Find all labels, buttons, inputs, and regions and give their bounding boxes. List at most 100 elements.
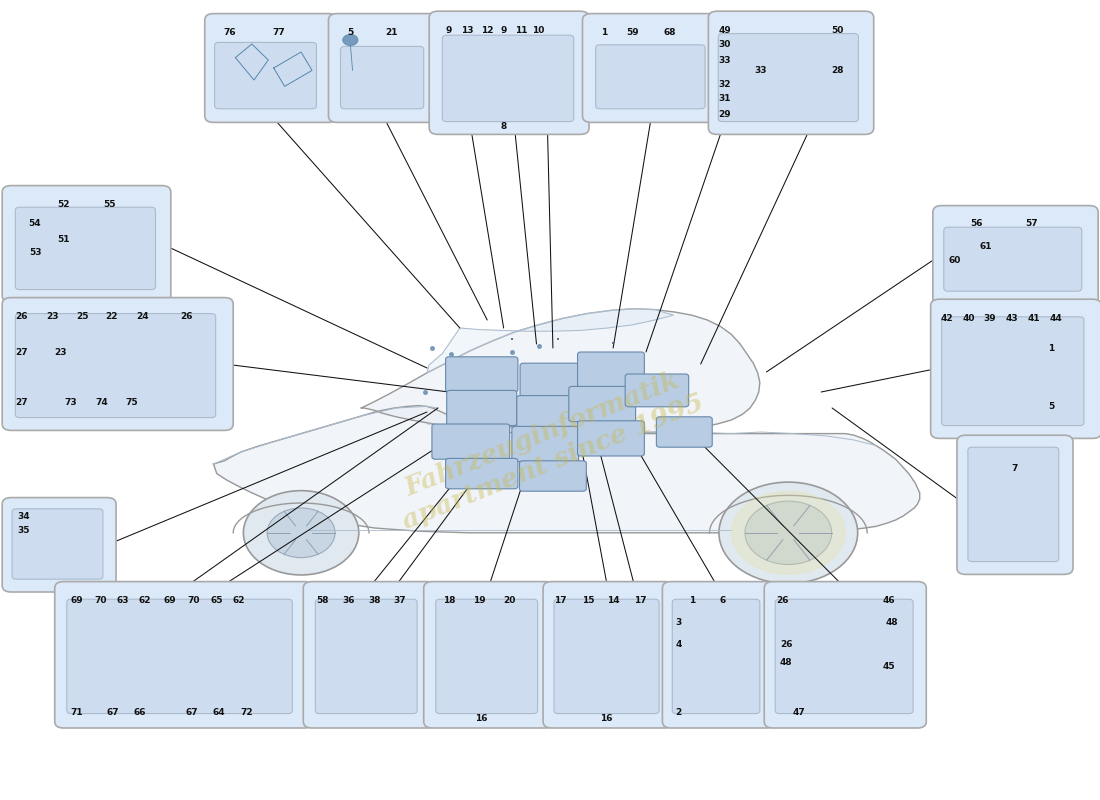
Text: 33: 33 <box>718 56 732 65</box>
Text: 62: 62 <box>139 596 151 605</box>
Text: 69: 69 <box>164 596 176 605</box>
Text: •: • <box>557 338 560 343</box>
Text: •: • <box>510 338 515 343</box>
FancyBboxPatch shape <box>429 11 588 134</box>
FancyBboxPatch shape <box>2 186 170 302</box>
FancyBboxPatch shape <box>214 42 317 109</box>
Circle shape <box>243 490 359 575</box>
FancyBboxPatch shape <box>578 421 645 456</box>
FancyBboxPatch shape <box>942 317 1084 426</box>
Text: 23: 23 <box>54 348 66 357</box>
Text: 23: 23 <box>46 312 58 321</box>
FancyBboxPatch shape <box>578 352 645 387</box>
FancyBboxPatch shape <box>447 390 517 426</box>
FancyBboxPatch shape <box>968 447 1059 562</box>
FancyBboxPatch shape <box>442 35 574 122</box>
Text: 69: 69 <box>70 596 82 605</box>
Text: 9: 9 <box>500 26 507 35</box>
Text: 21: 21 <box>386 28 398 37</box>
FancyBboxPatch shape <box>2 498 117 592</box>
Text: 61: 61 <box>979 242 991 250</box>
FancyBboxPatch shape <box>512 426 579 462</box>
Text: 74: 74 <box>96 398 108 407</box>
Text: 43: 43 <box>1005 314 1018 322</box>
Text: 68: 68 <box>663 28 676 37</box>
Text: 3: 3 <box>675 618 682 626</box>
Text: 16: 16 <box>601 714 613 722</box>
Text: 49: 49 <box>718 26 732 34</box>
Text: 24: 24 <box>136 312 149 321</box>
Text: 2: 2 <box>675 708 682 717</box>
Text: 75: 75 <box>125 398 138 407</box>
FancyBboxPatch shape <box>931 299 1100 438</box>
Text: 19: 19 <box>473 596 486 605</box>
FancyBboxPatch shape <box>205 14 338 122</box>
Text: 45: 45 <box>882 662 895 671</box>
Circle shape <box>732 491 845 574</box>
Text: 28: 28 <box>832 66 844 74</box>
Text: 6: 6 <box>719 596 726 605</box>
FancyBboxPatch shape <box>341 46 424 109</box>
Text: 5: 5 <box>1048 402 1054 410</box>
Text: 66: 66 <box>134 708 146 717</box>
FancyBboxPatch shape <box>625 374 689 406</box>
Text: 1: 1 <box>1048 344 1054 353</box>
Text: 17: 17 <box>635 596 647 605</box>
Circle shape <box>719 482 858 583</box>
Text: 26: 26 <box>15 312 29 321</box>
Text: 32: 32 <box>718 80 732 89</box>
Text: 58: 58 <box>317 596 329 605</box>
FancyBboxPatch shape <box>944 227 1081 291</box>
Text: 8: 8 <box>500 122 507 130</box>
Text: 72: 72 <box>240 708 253 717</box>
FancyBboxPatch shape <box>446 458 518 489</box>
FancyBboxPatch shape <box>718 34 858 122</box>
Text: 54: 54 <box>29 219 42 228</box>
Text: 14: 14 <box>607 596 619 605</box>
FancyBboxPatch shape <box>15 314 216 418</box>
FancyBboxPatch shape <box>436 599 538 714</box>
Text: 7: 7 <box>1012 464 1019 473</box>
Circle shape <box>267 508 336 558</box>
Text: 67: 67 <box>107 708 119 717</box>
Text: 60: 60 <box>948 256 961 265</box>
Text: 62: 62 <box>232 596 245 605</box>
Polygon shape <box>427 309 673 373</box>
Text: 70: 70 <box>187 596 200 605</box>
Text: 77: 77 <box>273 28 286 37</box>
FancyBboxPatch shape <box>583 14 720 122</box>
Text: 11: 11 <box>515 26 527 35</box>
Text: 55: 55 <box>103 200 116 209</box>
Text: 53: 53 <box>29 248 42 257</box>
Text: 1: 1 <box>689 596 695 605</box>
Text: 48: 48 <box>886 618 899 626</box>
Text: 20: 20 <box>503 596 515 605</box>
Text: 5: 5 <box>348 28 353 37</box>
FancyBboxPatch shape <box>595 45 705 109</box>
FancyBboxPatch shape <box>329 14 438 122</box>
FancyBboxPatch shape <box>657 417 712 447</box>
Text: 4: 4 <box>675 640 682 649</box>
Text: 17: 17 <box>554 596 566 605</box>
Text: 42: 42 <box>940 314 954 322</box>
Text: 76: 76 <box>223 28 236 37</box>
FancyBboxPatch shape <box>569 386 636 422</box>
Text: 41: 41 <box>1027 314 1040 322</box>
Text: 27: 27 <box>15 398 29 407</box>
Text: 73: 73 <box>65 398 77 407</box>
Polygon shape <box>361 309 760 434</box>
Text: 30: 30 <box>718 40 732 49</box>
Text: 56: 56 <box>970 219 983 228</box>
FancyBboxPatch shape <box>55 582 314 728</box>
Text: 31: 31 <box>718 94 732 103</box>
Text: 1: 1 <box>602 28 607 37</box>
Text: 29: 29 <box>718 110 732 119</box>
Text: 71: 71 <box>70 708 82 717</box>
FancyBboxPatch shape <box>957 435 1072 574</box>
Text: 36: 36 <box>342 596 354 605</box>
FancyBboxPatch shape <box>520 363 580 397</box>
Text: 46: 46 <box>882 596 895 605</box>
Polygon shape <box>213 406 920 533</box>
FancyBboxPatch shape <box>708 11 873 134</box>
Text: Fahrzeuginformatik
apartment since 1995: Fahrzeuginformatik apartment since 1995 <box>387 362 707 534</box>
